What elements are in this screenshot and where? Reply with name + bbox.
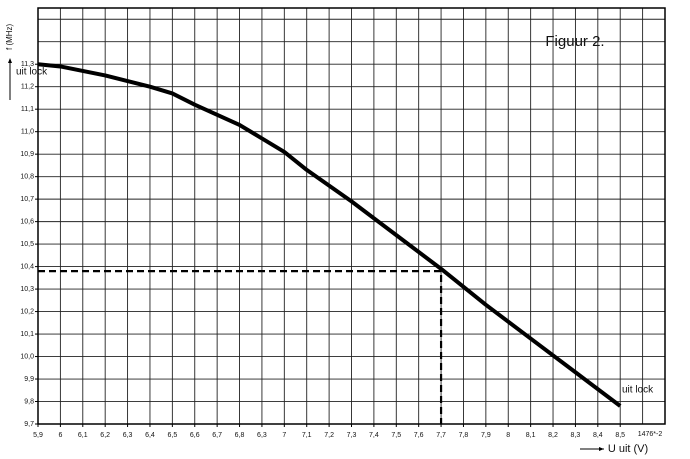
x-tick-label: 7,1 xyxy=(302,432,312,439)
x-tick-label: 7 xyxy=(282,432,286,439)
y-tick-label: 10,8 xyxy=(20,173,34,180)
x-tick-label: 8 xyxy=(506,432,510,439)
x-tick-label: 6,1 xyxy=(78,432,88,439)
y-tick-label: 10,2 xyxy=(20,308,34,315)
x-tick-label: 6,5 xyxy=(167,432,177,439)
x-tick-label: 8,4 xyxy=(593,432,603,439)
y-tick-label: 10,4 xyxy=(20,263,34,270)
x-tick-label: 7,7 xyxy=(436,432,446,439)
y-tick-label: 10,1 xyxy=(20,331,34,338)
x-tick-label: 8,2 xyxy=(548,432,558,439)
y-tick-label: 9,7 xyxy=(24,421,34,428)
x-tick-label: 8,5 xyxy=(615,432,625,439)
figure-code: 1476*-2 xyxy=(638,431,663,438)
x-tick-label: 6,8 xyxy=(235,432,245,439)
x-tick-label: 7,9 xyxy=(481,432,491,439)
x-tick-label: 6,4 xyxy=(145,432,155,439)
y-tick-label: 10,9 xyxy=(20,151,34,158)
x-tick-label: 7,2 xyxy=(324,432,334,439)
x-axis-label: U uit (V) xyxy=(608,443,648,455)
x-tick-label: 7,3 xyxy=(347,432,357,439)
x-tick-label: 8,3 xyxy=(571,432,581,439)
line xyxy=(37,62,622,408)
axis-arrow-head xyxy=(8,58,12,63)
x-tick-label: 6,2 xyxy=(100,432,110,439)
x-tick-label: 6,7 xyxy=(212,432,222,439)
annotation: uit lock xyxy=(622,385,654,396)
y-tick-label: 9,8 xyxy=(24,398,34,405)
annotation: uit lock xyxy=(16,67,48,78)
y-axis-label: f (MHz) xyxy=(5,23,14,50)
y-tick-label: 10,0 xyxy=(20,353,34,360)
x-tick-label: 5,9 xyxy=(33,432,43,439)
y-tick-label: 10,6 xyxy=(20,218,34,225)
x-tick-label: 7,6 xyxy=(414,432,424,439)
axis-arrow-head xyxy=(599,447,604,451)
y-tick-label: 11,1 xyxy=(21,106,34,113)
x-tick-label: 7,8 xyxy=(459,432,469,439)
x-tick-label: 6,3 xyxy=(257,432,267,439)
y-tick-label: 10,3 xyxy=(20,286,34,293)
y-tick-label: 11,0 xyxy=(21,129,34,136)
y-tick-label: 10,7 xyxy=(20,196,34,203)
marker-line xyxy=(38,269,443,424)
x-tick-label: 6,3 xyxy=(123,432,133,439)
y-tick-label: 9,9 xyxy=(24,376,34,383)
x-tick-label: 7,4 xyxy=(369,432,379,439)
x-tick-label: 6,6 xyxy=(190,432,200,439)
y-tick-label: 10,5 xyxy=(20,241,34,248)
y-tick-label: 11,3 xyxy=(21,61,34,68)
x-tick-label: 8,1 xyxy=(526,432,536,439)
x-tick-label: 7,5 xyxy=(391,432,401,439)
y-tick-label: 11,2 xyxy=(21,84,34,91)
x-tick-label: 6 xyxy=(58,432,62,439)
